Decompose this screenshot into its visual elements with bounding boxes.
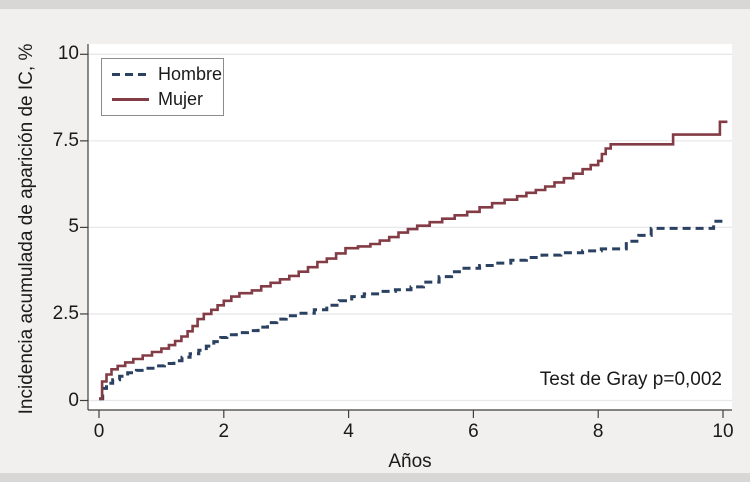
x-tick-label: 2: [218, 421, 230, 442]
y-tick-label: 7.5: [52, 129, 79, 151]
series-hombre-curve: [99, 219, 728, 401]
hombre-dashed-line-sample: [112, 73, 149, 76]
y-tick-label: 2.5: [52, 302, 79, 324]
legend-row-mujer: Mujer: [112, 89, 223, 110]
legend-box: Hombre Mujer: [101, 58, 224, 116]
y-axis-title: Incidencia acumulada de aparición de IC,…: [16, 43, 37, 415]
y-tick-label: 10: [57, 43, 79, 65]
legend-label-hombre: Hombre: [158, 64, 223, 84]
legend-label-mujer: Mujer: [158, 89, 204, 109]
x-tick-label: 4: [343, 421, 354, 442]
y-tick-label: 5: [68, 216, 79, 238]
x-tick-label: 6: [468, 421, 479, 442]
mujer-solid-line-sample: [112, 98, 149, 101]
gray-test-annotation: Test de Gray p=0,002: [539, 369, 722, 390]
x-tick-label: 10: [712, 421, 734, 442]
x-tick-label: 0: [93, 421, 105, 442]
series-mujer-curve: [99, 120, 728, 401]
y-tick-label: 0: [68, 389, 79, 411]
window-bottom-strip: [0, 473, 750, 482]
x-tick-label: 8: [592, 421, 604, 442]
x-axis-title: Años: [388, 451, 432, 472]
legend-row-hombre: Hombre: [112, 64, 223, 85]
window-top-strip: [0, 0, 750, 9]
